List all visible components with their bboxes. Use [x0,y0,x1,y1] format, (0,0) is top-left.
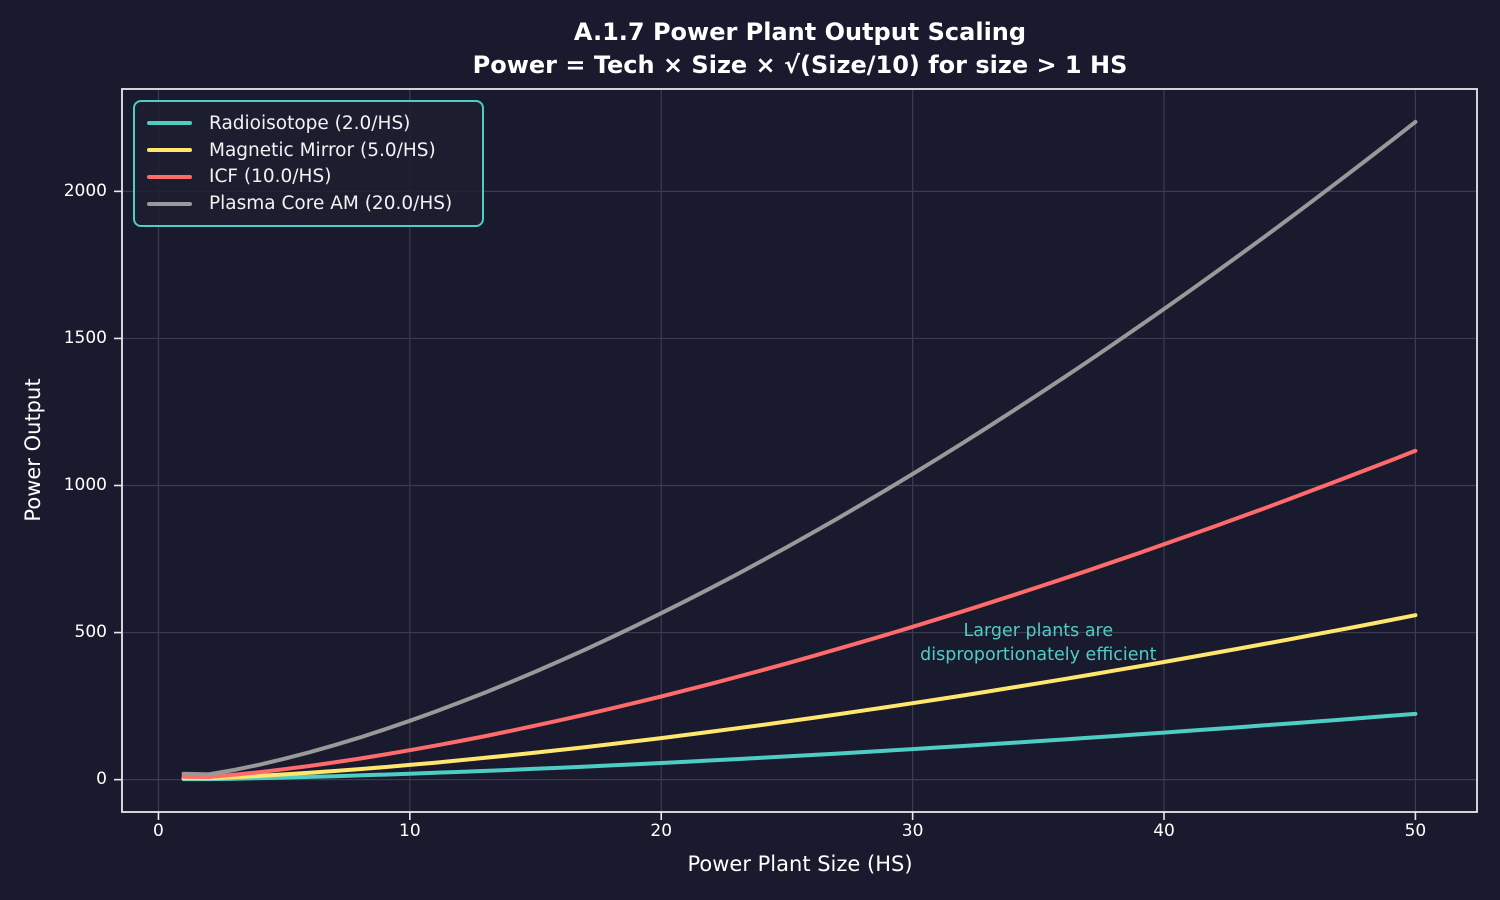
y-tick-label-1000: 1000 [63,475,107,495]
legend-label: Magnetic Mirror (5.0/HS) [209,139,436,161]
legend-item-1: Magnetic Mirror (5.0/HS) [147,140,468,161]
x-tick-label-30: 30 [901,821,924,841]
annotation-line1: Larger plants are [963,621,1114,642]
annotation-line2: disproportionately efficient [920,645,1157,666]
y-tick-label-2000: 2000 [63,180,107,201]
series-line-0 [181,711,1418,782]
series-line-1 [181,613,1418,781]
x-tick-label-10: 10 [399,821,421,841]
chart-title: A.1.7 Power Plant Output Scaling Power =… [473,16,1128,82]
axes-spines [121,88,1478,813]
legend-item-3: Plasma Core AM (20.0/HS) [147,193,468,214]
series-line-3 [181,119,1418,777]
x-tick-label-50: 50 [1404,821,1427,841]
legend-label: Plasma Core AM (20.0/HS) [209,193,453,215]
x-axis-label: Power Plant Size (HS) [687,852,913,876]
chart-title-line2: Power = Tech × Size × √(Size/10) for siz… [472,51,1128,79]
annotation: Larger plants are disproportionately eff… [920,619,1156,667]
chart-title-line1: A.1.7 Power Plant Output Scaling [573,18,1027,46]
x-tick-label-20: 20 [650,821,673,841]
y-tick-label-500: 500 [74,622,107,643]
legend-line-swatch [147,148,192,153]
y-tick-label-1500: 1500 [63,327,107,348]
legend-line-swatch [147,201,192,206]
legend-label: Radioisotope (2.0/HS) [209,112,411,134]
series-line-2 [181,448,1418,779]
x-tick-label-0: 0 [153,821,164,841]
legend-label: ICF (10.0/HS) [209,166,332,188]
legend: Radioisotope (2.0/HS) Magnetic Mirror (5.… [133,100,484,227]
y-tick-label-0: 0 [96,769,107,790]
legend-item-0: Radioisotope (2.0/HS) [147,113,468,134]
x-tick-label-40: 40 [1153,821,1175,841]
legend-item-2: ICF (10.0/HS) [147,166,468,187]
legend-line-swatch [147,121,192,126]
legend-line-swatch [147,174,192,179]
y-axis-label: Power Output [21,378,45,522]
